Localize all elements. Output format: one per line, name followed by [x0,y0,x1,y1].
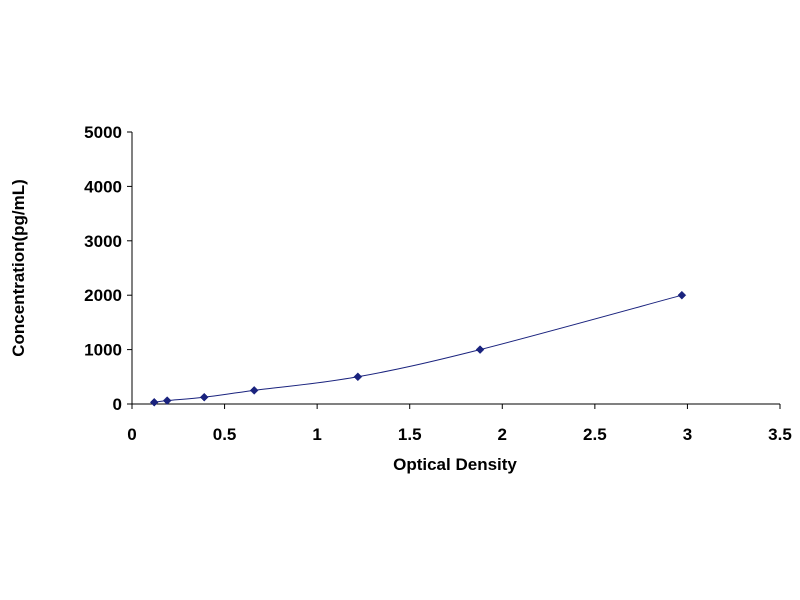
data-point-marker [677,290,687,300]
data-point-marker [353,372,363,382]
data-point-marker [162,396,172,405]
x-tick-label: 0.5 [213,425,237,444]
data-point-marker [199,392,209,402]
trend-curve [154,294,683,403]
x-tick-label: 2 [498,425,507,444]
x-axis: 0 0.5 1 1.5 2 2.5 3 3.5 [127,403,792,444]
y-tick-label: 0 [113,395,122,414]
y-tick-label: 4000 [84,177,122,196]
x-tick-label: 1.5 [398,425,422,444]
x-axis-title: Optical Density [393,455,517,474]
x-tick-label: 3.5 [768,425,792,444]
y-tick-label: 2000 [84,286,122,305]
data-point-marker [149,397,159,407]
x-tick-label: 3 [683,425,692,444]
x-tick-label: 0 [127,425,136,444]
y-tick-label: 5000 [84,123,122,142]
y-axis: 0 1000 2000 3000 4000 5000 [84,123,133,414]
data-point-marker [249,386,259,395]
y-tick-label: 3000 [84,232,122,251]
y-tick-label: 1000 [84,341,122,360]
data-point-marker [475,345,485,354]
x-tick-label: 2.5 [583,425,607,444]
y-axis-title: Concentration(pg/mL) [9,179,28,357]
x-tick-label: 1 [312,425,321,444]
data-points [149,290,687,407]
